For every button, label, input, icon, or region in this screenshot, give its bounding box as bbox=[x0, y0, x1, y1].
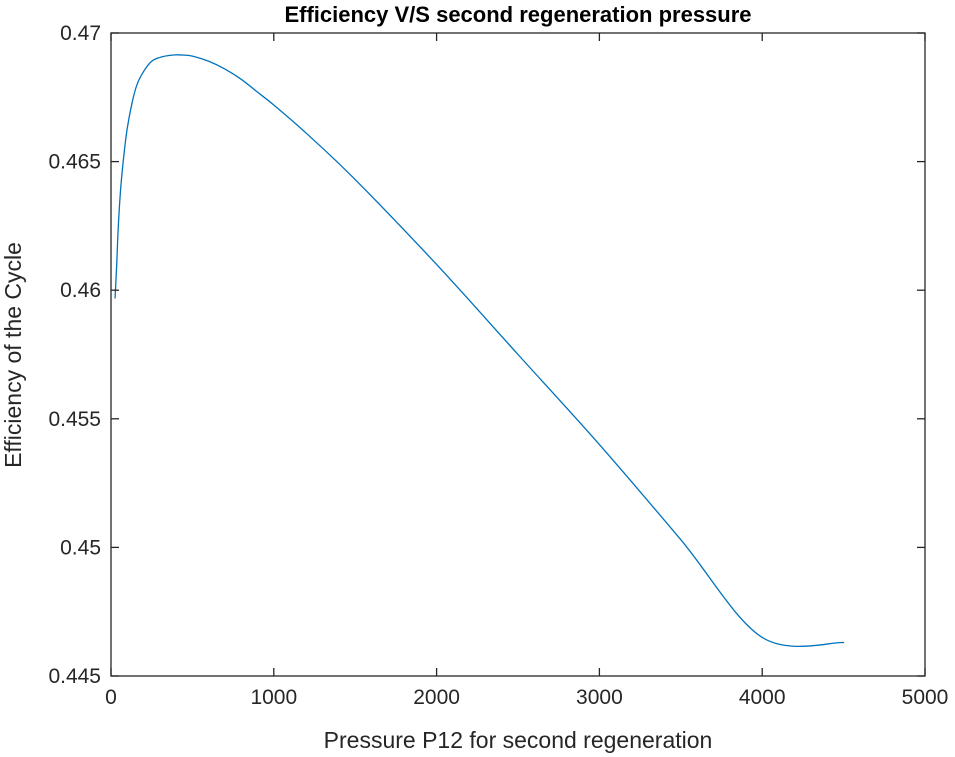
x-tick-label: 0 bbox=[105, 686, 117, 709]
y-axis-label: Efficiency of the Cycle bbox=[0, 242, 26, 468]
axes-frame bbox=[110, 32, 926, 677]
chart-title: Efficiency V/S second regeneration press… bbox=[284, 2, 751, 27]
x-tick-label: 3000 bbox=[576, 686, 623, 709]
x-axis-label: Pressure P12 for second regeneration bbox=[324, 727, 713, 753]
y-tick-label: 0.455 bbox=[48, 408, 101, 431]
y-tick-label: 0.465 bbox=[48, 151, 101, 174]
series-layer bbox=[114, 54, 845, 648]
x-tick-label: 1000 bbox=[250, 686, 297, 709]
series-line-efficiency bbox=[114, 54, 845, 648]
y-tick-label: 0.46 bbox=[60, 279, 101, 302]
ticks-layer: 0 1000 2000 3000 4000 5000 0.445 0.45 0.455 0.46 0… bbox=[48, 22, 948, 709]
x-tick-label: 4000 bbox=[739, 686, 786, 709]
y-tick-label: 0.445 bbox=[48, 665, 101, 688]
x-tick-label: 5000 bbox=[902, 686, 949, 709]
y-tick-label: 0.47 bbox=[60, 22, 101, 45]
x-tick-label: 2000 bbox=[413, 686, 460, 709]
y-tick-label: 0.45 bbox=[60, 536, 101, 559]
